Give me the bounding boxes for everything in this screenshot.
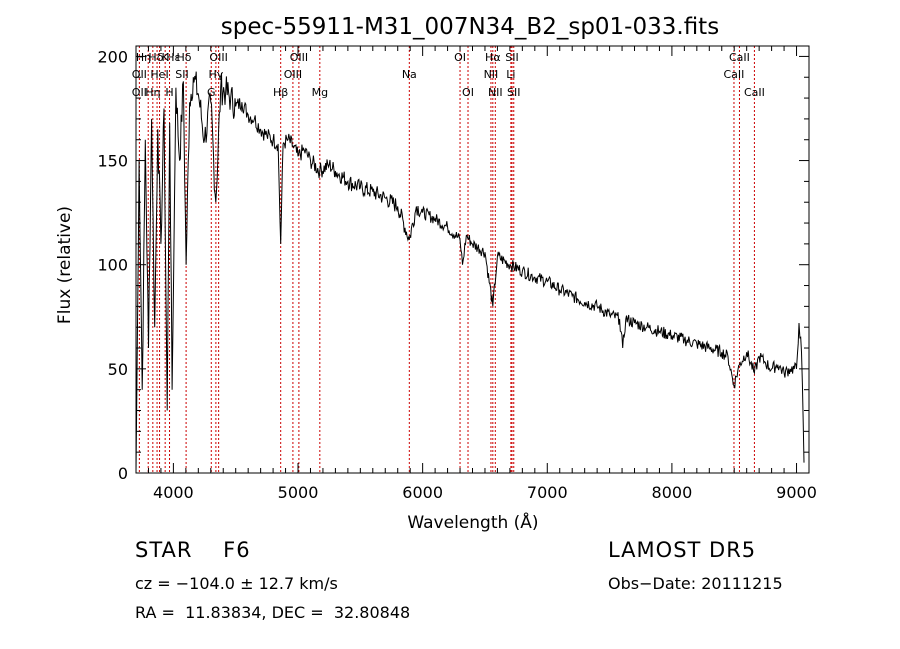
marker-label-0-6: OIII [290, 51, 308, 64]
marker-label-0-9: SII [505, 51, 518, 64]
spectrum-series [135, 71, 805, 474]
marker-label-0-7: OI [454, 51, 466, 64]
marker-label-0-10: CaII [729, 51, 750, 64]
x-tick-label: 5000 [278, 483, 319, 502]
y-tick-label: 100 [97, 256, 128, 275]
axis-tick-labels: 4000 5000 6000 7000 8000 9000 0 50 100 150 200 [97, 47, 816, 502]
x-tick-label: 9000 [776, 483, 817, 502]
marker-label-2-7: NII [488, 86, 503, 99]
x-tick-label: 8000 [652, 483, 693, 502]
redshift-velocity: cz = −104.0 ± 12.7 km/s [135, 574, 338, 593]
marker-label-0-5: OIII [209, 51, 227, 64]
line-markers [138, 46, 755, 473]
marker-label-2-6: OI [462, 86, 474, 99]
x-tick-label: 6000 [402, 483, 443, 502]
marker-label-2-9: CaII [744, 86, 765, 99]
y-tick-label: 50 [108, 360, 128, 379]
marker-label-1-2: SII [175, 68, 188, 81]
survey-label: LAMOST DR5 [608, 538, 757, 562]
marker-label-0-3: Hε [166, 51, 180, 64]
marker-label-2-4: Hβ [273, 86, 288, 99]
marker-label-1-4: OIII [284, 68, 302, 81]
axis-ticks [135, 46, 810, 474]
marker-label-1-6: NII [484, 68, 499, 81]
marker-label-1-0: OII [132, 68, 147, 81]
marker-label-0-0: Hη [136, 51, 151, 64]
marker-label-0-1: Hδ [148, 51, 163, 64]
marker-label-2-2: H [165, 86, 173, 99]
spectrum-line [135, 71, 805, 474]
ra-dec-coordinates: RA = 11.83834, DEC = 32.80848 [135, 603, 411, 622]
marker-label-0-8: Hα [485, 51, 501, 64]
y-tick-label: 200 [97, 47, 128, 66]
marker-label-2-1: Hη [145, 86, 160, 99]
chart-title: spec-55911-M31_007N34_B2_sp01-033.fits [221, 14, 719, 40]
y-tick-label: 150 [97, 152, 128, 171]
marker-label-2-8: SII [507, 86, 520, 99]
marker-label-1-8: CaII [724, 68, 745, 81]
x-tick-label: 4000 [153, 483, 194, 502]
y-axis-label: Flux (relative) [55, 206, 75, 324]
marker-label-2-3: G [207, 86, 216, 99]
x-tick-label: 7000 [527, 483, 568, 502]
marker-label-1-3: Hγ [208, 68, 223, 81]
marker-label-2-5: Mg [312, 86, 328, 99]
observation-date: Obs−Date: 20111215 [608, 574, 783, 593]
marker-label-1-7: Li [506, 68, 515, 81]
x-axis-label: Wavelength (Å) [407, 511, 538, 533]
star-type-label: STAR F6 [135, 538, 251, 562]
marker-label-1-1: HeI [150, 68, 168, 81]
marker-label-1-5: Na [402, 68, 417, 81]
y-tick-label: 0 [118, 464, 128, 483]
marker-label-0-2: K [162, 51, 170, 64]
plot-frame [135, 45, 810, 474]
marker-label-0-4: Hδ [176, 51, 191, 64]
